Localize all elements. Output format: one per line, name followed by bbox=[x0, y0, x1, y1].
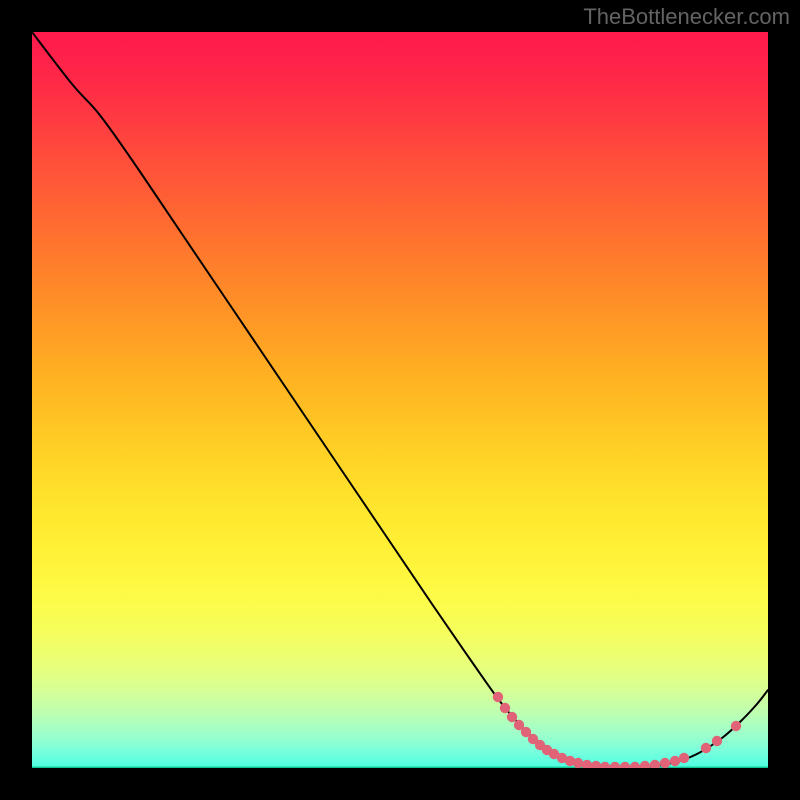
gradient-background bbox=[32, 32, 768, 768]
data-marker bbox=[493, 692, 503, 702]
watermark-text: TheBottlenecker.com bbox=[583, 4, 790, 30]
data-marker bbox=[573, 758, 583, 768]
plot-svg bbox=[32, 32, 768, 768]
plot-area bbox=[32, 32, 768, 768]
data-marker bbox=[507, 712, 517, 722]
data-marker bbox=[679, 753, 689, 763]
data-marker bbox=[670, 756, 680, 766]
data-marker bbox=[500, 703, 510, 713]
data-marker bbox=[712, 736, 722, 746]
data-marker bbox=[731, 721, 741, 731]
data-marker bbox=[701, 743, 711, 753]
data-marker bbox=[660, 758, 670, 768]
chart-frame: TheBottlenecker.com bbox=[0, 0, 800, 800]
